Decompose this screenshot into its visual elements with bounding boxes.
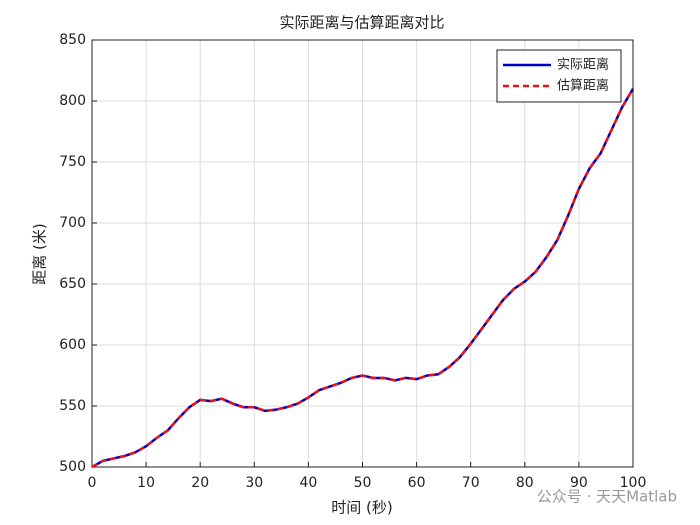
x-tick-label: 90 bbox=[570, 475, 588, 491]
x-tick-label: 50 bbox=[354, 475, 372, 491]
x-tick-label: 10 bbox=[137, 475, 155, 491]
y-tick-label: 800 bbox=[59, 93, 86, 109]
y-tick-label: 850 bbox=[59, 32, 86, 48]
legend-box bbox=[496, 49, 622, 103]
x-tick-label: 30 bbox=[245, 475, 263, 491]
x-tick-label: 70 bbox=[462, 475, 480, 491]
x-tick-label: 40 bbox=[299, 475, 317, 491]
y-axis-label: 距离 (米) bbox=[31, 223, 49, 284]
chart-title: 实际距离与估算距离对比 bbox=[279, 14, 444, 32]
y-tick-label: 700 bbox=[59, 215, 86, 231]
x-tick-label: 60 bbox=[408, 475, 426, 491]
x-tick-label: 0 bbox=[88, 475, 97, 491]
legend-label: 估算距离 bbox=[557, 78, 609, 94]
y-tick-label: 500 bbox=[59, 459, 86, 475]
y-tick-label: 650 bbox=[59, 276, 86, 292]
plot-frame bbox=[91, 39, 634, 468]
legend-label: 实际距离 bbox=[557, 57, 609, 73]
data-line bbox=[91, 88, 635, 469]
x-axis-label: 时间 (秒) bbox=[331, 499, 392, 517]
watermark: 公众号 · 天天Matlab bbox=[537, 488, 677, 506]
x-tick-label: 80 bbox=[516, 475, 534, 491]
x-tick-label: 100 bbox=[620, 475, 647, 491]
x-tick-label: 20 bbox=[191, 475, 209, 491]
y-tick-label: 600 bbox=[59, 337, 86, 353]
y-tick-label: 550 bbox=[59, 398, 86, 414]
y-tick-label: 750 bbox=[59, 154, 86, 170]
